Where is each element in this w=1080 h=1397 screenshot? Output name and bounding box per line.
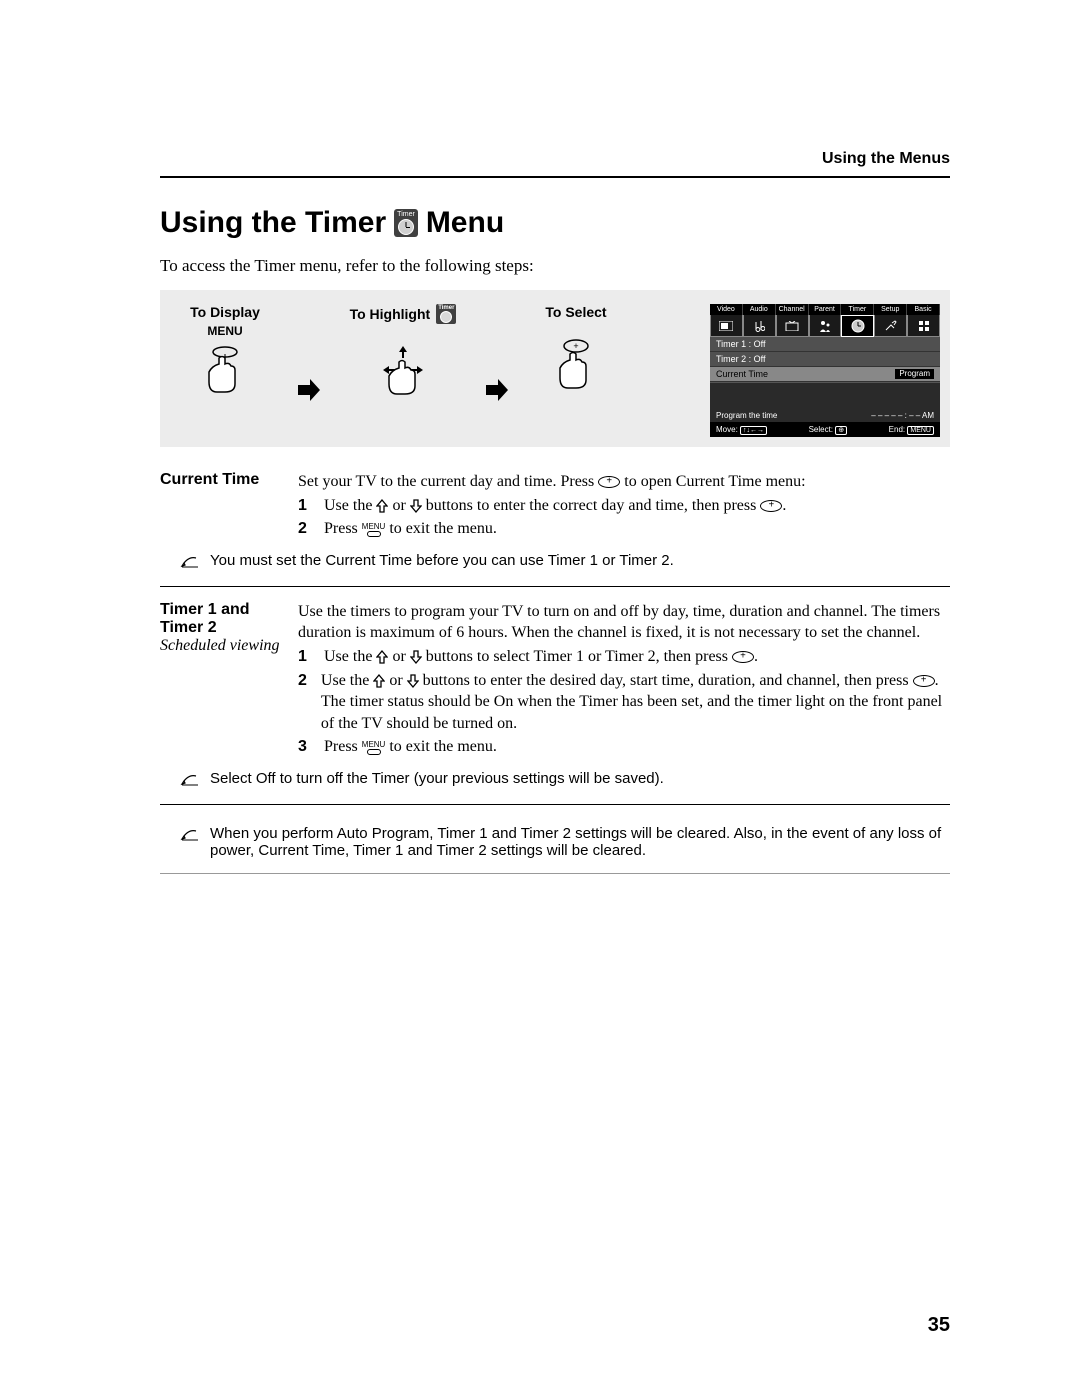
- video-icon: [710, 315, 743, 337]
- osd-tab: Setup: [874, 304, 907, 315]
- body-text: Use the timers to program your TV to tur…: [298, 603, 940, 642]
- down-arrow-icon: [407, 674, 419, 688]
- channel-icon: [776, 315, 809, 337]
- up-arrow-icon: [376, 650, 388, 664]
- osd-tab: Parent: [809, 304, 842, 315]
- svg-text:+: +: [573, 341, 578, 351]
- term-current-time: Current Time: [160, 471, 259, 488]
- osd-icon-row: [710, 315, 940, 337]
- list-item: 2 Use the or buttons to enter the desire…: [298, 670, 950, 735]
- menu-button-icon: MENU: [362, 741, 386, 755]
- menu-button-icon: MENU: [362, 523, 386, 537]
- osd-footer: Move: ↑↓←→ Select: ⊕ End: MENU: [710, 422, 940, 437]
- setup-icon: [874, 315, 907, 337]
- list-item: 1 Use the or buttons to enter the correc…: [298, 495, 950, 517]
- timer-small-icon: Timer: [436, 304, 456, 324]
- page-title-row: Using the Timer Timer Menu: [160, 206, 950, 240]
- arrow-right-icon: [298, 379, 320, 401]
- down-arrow-icon: [410, 650, 422, 664]
- parent-icon: [809, 315, 842, 337]
- osd-tab: Timer: [841, 304, 874, 315]
- note-icon: [180, 772, 200, 790]
- header-section: Using the Menus: [160, 150, 950, 178]
- term-timers: Timer 1 and Timer 2: [160, 601, 250, 636]
- osd-tabs: Video Audio Channel Parent Timer Setup B…: [710, 304, 940, 315]
- body-text: to open Current Time menu:: [620, 473, 805, 490]
- clock-icon: [398, 219, 414, 235]
- steps-panel: To Display MENU To Highlight Timer: [160, 290, 950, 447]
- basic-icon: [907, 315, 940, 337]
- list-item: 3 Press MENU to exit the menu.: [298, 736, 950, 758]
- hand-press-icon: [203, 344, 247, 396]
- osd-row: Timer 1 : Off: [710, 337, 940, 352]
- osd-row: Timer 2 : Off: [710, 352, 940, 367]
- select-button-icon: [732, 651, 754, 663]
- osd-screenshot: Video Audio Channel Parent Timer Setup B…: [710, 304, 940, 437]
- term-italic: Scheduled viewing: [160, 637, 280, 654]
- select-button-icon: [598, 476, 620, 488]
- osd-tab: Basic: [907, 304, 940, 315]
- osd-tab: Audio: [743, 304, 776, 315]
- step-select: To Select +: [526, 304, 626, 394]
- title-suffix: Menu: [426, 206, 504, 240]
- note-row: When you perform Auto Program, Timer 1 a…: [180, 819, 950, 869]
- title-prefix: Using the Timer: [160, 206, 386, 240]
- arrow-right-icon: [486, 379, 508, 401]
- divider: [160, 804, 950, 805]
- to-select-label: To Select: [545, 304, 606, 320]
- osd-time: – – – – – : – – AM: [871, 411, 934, 420]
- up-arrow-icon: [373, 674, 385, 688]
- note-text: You must set the Current Time before you…: [210, 552, 674, 569]
- note-text: Select Off to turn off the Timer (your p…: [210, 770, 664, 787]
- divider: [160, 873, 950, 874]
- down-arrow-icon: [410, 499, 422, 513]
- osd-tab: Channel: [776, 304, 809, 315]
- menu-label: MENU: [207, 324, 242, 338]
- audio-icon: [743, 315, 776, 337]
- select-button-icon: [913, 675, 935, 687]
- hand-move-icon: [375, 342, 431, 398]
- step-display: To Display MENU: [170, 304, 280, 396]
- body-text: Set your TV to the current day and time.…: [298, 473, 598, 490]
- page-number: 35: [928, 1314, 950, 1337]
- step-highlight: To Highlight Timer: [338, 304, 468, 398]
- to-display-label: To Display: [190, 304, 260, 320]
- intro-text: To access the Timer menu, refer to the f…: [160, 256, 950, 276]
- timer-icon-badge: Timer: [394, 209, 418, 237]
- hand-select-icon: +: [554, 338, 598, 394]
- list-item: 1 Use the or buttons to select Timer 1 o…: [298, 646, 950, 668]
- timer-icon: [841, 315, 874, 337]
- note-icon: [180, 554, 200, 572]
- section-timers: Timer 1 and Timer 2 Scheduled viewing Us…: [160, 601, 950, 758]
- note-row: Select Off to turn off the Timer (your p…: [180, 764, 950, 800]
- osd-row-highlighted: Current Time Program: [710, 367, 940, 382]
- note-text: When you perform Auto Program, Timer 1 a…: [210, 825, 950, 859]
- up-arrow-icon: [376, 499, 388, 513]
- list-item: 2 Press MENU to exit the menu.: [298, 518, 950, 540]
- divider: [160, 586, 950, 587]
- note-icon: [180, 827, 200, 845]
- program-tag: Program: [895, 369, 934, 379]
- to-highlight-label: To Highlight: [350, 306, 431, 322]
- section-current-time: Current Time Set your TV to the current …: [160, 471, 950, 540]
- select-button-icon: [760, 500, 782, 512]
- osd-tab: Video: [710, 304, 743, 315]
- osd-hint-row: Program the time – – – – – : – – AM: [710, 382, 940, 422]
- note-row: You must set the Current Time before you…: [180, 546, 950, 582]
